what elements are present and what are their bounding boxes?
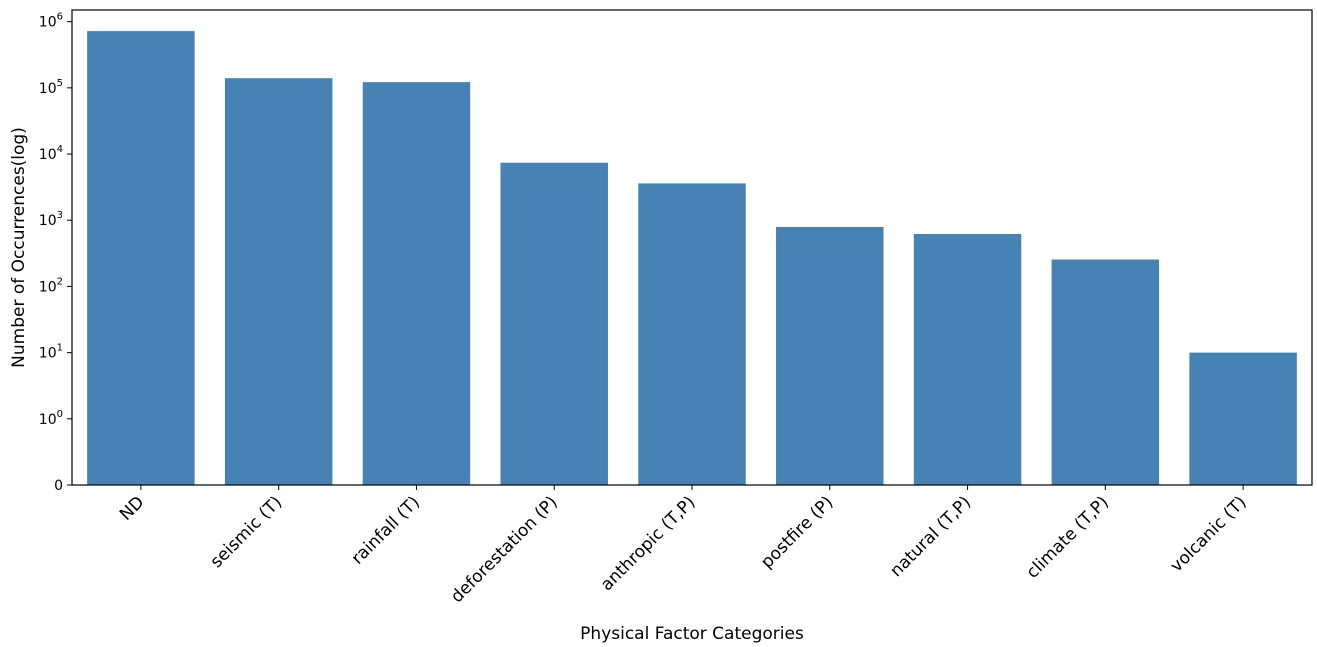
bar (1189, 353, 1296, 485)
x-tick-label: seismic (T) (207, 492, 287, 572)
x-tick-label: deforestation (P) (447, 492, 562, 607)
bar (776, 227, 883, 485)
y-tick-label: 101 (39, 343, 63, 362)
bar (1052, 260, 1159, 485)
y-tick-label: 105 (39, 78, 63, 97)
y-tick-label: 106 (39, 12, 63, 31)
bar (225, 78, 332, 485)
y-axis-title: Number of Occurrences(log) (9, 127, 29, 368)
bar (363, 82, 470, 485)
x-tick-label: postfire (P) (757, 492, 837, 572)
y-axis-ticks: 0 100 101 102 103 104 105 106 (39, 12, 72, 494)
x-tick-label: climate (T,P) (1023, 492, 1113, 582)
bar (638, 183, 745, 485)
bar (87, 31, 194, 485)
x-tick-label: volcanic (T) (1167, 492, 1251, 576)
y-tick-label: 0 (54, 478, 63, 494)
x-tick-label: ND (116, 492, 148, 524)
x-axis-title: Physical Factor Categories (580, 624, 804, 644)
y-tick-label: 104 (39, 144, 63, 163)
x-tick-label: natural (T,P) (886, 492, 975, 581)
y-tick-label: 100 (39, 409, 63, 428)
bars-group (87, 31, 1297, 485)
y-tick-label: 103 (39, 210, 63, 229)
x-tick-label: anthropic (T,P) (597, 492, 700, 595)
x-axis-ticks: ND seismic (T) rainfall (T) deforestation (… (116, 485, 1251, 607)
y-tick-label: 102 (39, 276, 63, 295)
bar (914, 234, 1021, 485)
bar (500, 163, 607, 485)
x-tick-label: rainfall (T) (348, 492, 424, 568)
